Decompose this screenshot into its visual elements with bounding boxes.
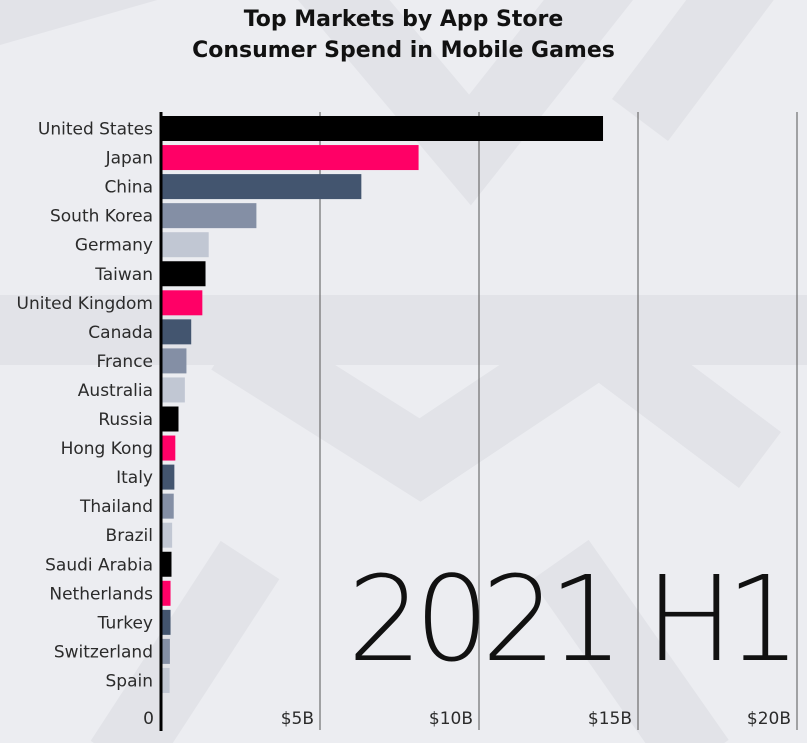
category-label: Taiwan	[94, 265, 153, 285]
category-label: Canada	[88, 323, 153, 343]
bar	[161, 551, 172, 577]
chart-title: Top Markets by App Store Consumer Spend …	[0, 4, 807, 66]
bar	[161, 261, 206, 287]
category-label: Switzerland	[54, 642, 153, 662]
bar	[161, 435, 176, 461]
category-label: China	[104, 178, 153, 198]
category-label: Turkey	[97, 613, 153, 633]
x-tick-label: $10B	[429, 709, 473, 729]
category-label: Hong Kong	[61, 439, 153, 459]
bar	[161, 580, 171, 606]
x-tick-label: $20B	[747, 709, 791, 729]
bar	[161, 319, 192, 345]
category-label: Japan	[105, 149, 153, 169]
bar	[161, 377, 185, 403]
bar	[161, 638, 170, 664]
period-label: 2021 H1	[347, 550, 801, 688]
category-label: United States	[38, 120, 153, 140]
category-label: Russia	[98, 410, 153, 430]
bar	[161, 609, 171, 635]
category-label: United Kingdom	[17, 294, 153, 314]
bar	[161, 667, 170, 693]
category-label: Brazil	[106, 526, 153, 546]
x-tick-label: 0	[143, 709, 154, 729]
bar	[161, 348, 187, 374]
bar	[161, 145, 419, 171]
category-label: Italy	[116, 468, 153, 488]
category-labels: United States Japan China South Korea German…	[17, 120, 154, 692]
category-label: Netherlands	[49, 584, 153, 604]
bar	[161, 203, 257, 229]
category-label: Spain	[106, 671, 154, 691]
category-label: France	[96, 352, 153, 372]
category-label: Australia	[78, 381, 153, 401]
chart-title-line-1: Top Markets by App Store	[243, 7, 564, 32]
bar	[161, 406, 179, 432]
grid-lines	[319, 112, 798, 730]
bar	[161, 174, 362, 200]
category-label: South Korea	[50, 207, 153, 227]
x-tick-label: $5B	[281, 709, 314, 729]
bar	[161, 232, 209, 258]
category-label: Germany	[75, 236, 153, 256]
bar	[161, 290, 203, 316]
bar	[161, 116, 604, 141]
bar	[161, 464, 175, 490]
x-axis-tick-labels: 0 $5B $10B $15B $20B	[143, 709, 791, 729]
chart-title-line-2: Consumer Spend in Mobile Games	[192, 38, 615, 63]
x-tick-label: $15B	[588, 709, 632, 729]
bars	[161, 116, 604, 693]
bar	[161, 493, 174, 519]
bar	[161, 522, 173, 548]
category-label: Thailand	[79, 497, 153, 517]
category-label: Saudi Arabia	[45, 555, 153, 575]
